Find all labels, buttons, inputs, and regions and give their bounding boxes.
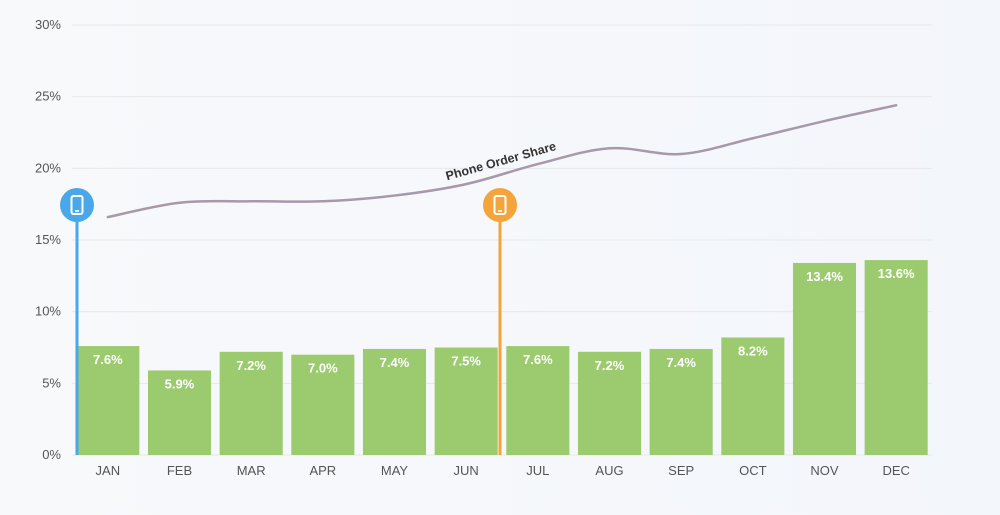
marker-jan: [60, 188, 94, 455]
bar-labels: 7.6% 5.9% 7.2% 7.0% 7.4% 7.5% 7.6% 7.2% 7.4% 8.2%…: [93, 266, 915, 391]
phone-order-share-line: [106, 104, 898, 219]
bar-value-label: 7.2%: [595, 358, 625, 373]
bar: [434, 347, 498, 455]
y-axis: 0% 5% 10% 15% 20% 25% 30%: [35, 17, 61, 462]
bar: [362, 348, 427, 455]
bar-value-label: 7.4%: [380, 355, 410, 370]
grid-lines: [72, 24, 932, 456]
phone-icon: [493, 195, 507, 215]
phone-icon: [70, 195, 84, 215]
bars: [76, 260, 928, 455]
bar-value-label: 7.6%: [93, 352, 123, 367]
bar: [76, 346, 140, 455]
x-tick-label: MAY: [381, 463, 409, 478]
x-tick-label: JAN: [96, 463, 121, 478]
x-tick-label: AUG: [595, 463, 623, 478]
bar: [649, 348, 713, 455]
x-tick-label: OCT: [739, 463, 767, 478]
bar: [219, 351, 283, 455]
x-tick-label: JUN: [454, 463, 479, 478]
bar-value-label: 7.6%: [523, 352, 553, 367]
y-tick-label: 20%: [35, 160, 61, 175]
markers: [60, 188, 517, 455]
y-tick-label: 15%: [35, 232, 61, 247]
bar: [721, 337, 785, 455]
y-tick-label: 30%: [35, 17, 61, 32]
marker-badge: [483, 188, 517, 222]
y-tick-label: 0%: [42, 447, 61, 462]
bar-value-label: 7.0%: [308, 361, 338, 376]
x-tick-label: SEP: [668, 463, 694, 478]
bar-value-label: 7.4%: [666, 355, 696, 370]
bar-value-label: 7.5%: [451, 354, 481, 369]
marker-jul: [483, 188, 517, 455]
x-tick-label: FEB: [167, 463, 192, 478]
bar-value-label: 8.2%: [738, 343, 768, 358]
bar: [506, 346, 570, 455]
y-tick-label: 10%: [35, 304, 61, 319]
x-tick-label: MAR: [237, 463, 266, 478]
bar-value-label: 5.9%: [165, 376, 195, 391]
x-tick-label: DEC: [882, 463, 909, 478]
x-tick-label: NOV: [810, 463, 839, 478]
bar: [147, 370, 212, 455]
x-tick-label: JUL: [526, 463, 549, 478]
marker-badge: [60, 188, 94, 222]
bar-value-label: 13.6%: [878, 266, 915, 281]
bar: [291, 354, 355, 455]
bar: [864, 260, 928, 455]
y-tick-label: 5%: [42, 375, 61, 390]
series-label: Phone Order Share: [444, 139, 558, 183]
bar: [577, 351, 642, 455]
bar-value-label: 7.2%: [236, 358, 266, 373]
y-tick-label: 25%: [35, 89, 61, 104]
bar: [792, 262, 857, 455]
bar-value-label: 13.4%: [806, 269, 843, 284]
x-axis: JAN FEB MAR APR MAY JUN JUL AUG SEP OCT NOV DEC: [96, 463, 910, 478]
x-tick-label: APR: [309, 463, 336, 478]
